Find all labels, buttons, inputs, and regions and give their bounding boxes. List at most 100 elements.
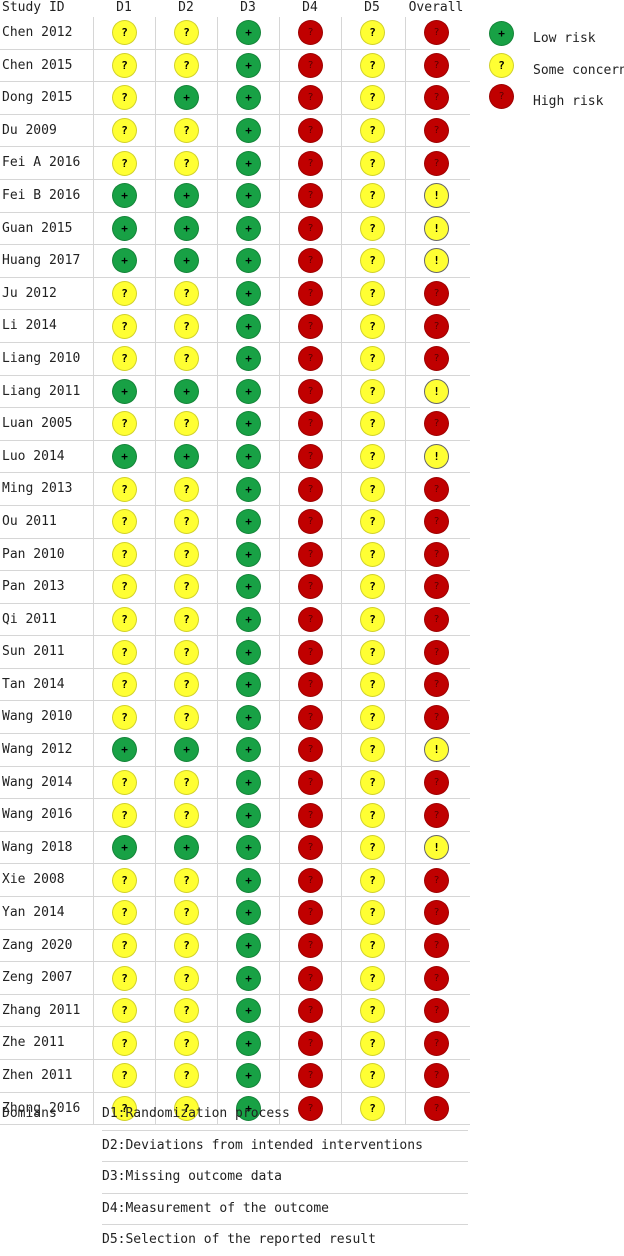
judgement-cell: + bbox=[217, 147, 279, 179]
judgement-cell: ? bbox=[155, 147, 217, 179]
study-row: Tan 2014?? +??? bbox=[0, 668, 470, 702]
judgement-cell: + bbox=[93, 734, 155, 766]
study-id: Pan 2013 bbox=[2, 579, 65, 595]
judgement-some-concerns-overall-icon: ! bbox=[424, 183, 449, 209]
judgement-some-icon: ? bbox=[112, 281, 137, 307]
judgement-cell: ? bbox=[341, 1060, 403, 1092]
study-row: Wang 2016?? +??? bbox=[0, 799, 470, 832]
judgement-some-icon: ? bbox=[360, 444, 385, 470]
judgement-cell: ? bbox=[405, 799, 467, 831]
judgement-cell: ? bbox=[405, 701, 467, 734]
judgement-high-icon: ? bbox=[298, 900, 323, 926]
judgement-cell: + bbox=[217, 1027, 279, 1059]
judgement-cell: ? bbox=[155, 1060, 217, 1092]
judgement-cell: ? bbox=[93, 864, 155, 897]
judgement-cell: ? bbox=[341, 245, 403, 277]
study-id: Xie 2008 bbox=[2, 872, 65, 888]
study-id: Yan 2014 bbox=[2, 905, 65, 921]
judgement-some-icon: ? bbox=[112, 150, 137, 176]
judgement-cell: ? bbox=[93, 636, 155, 668]
judgement-some-icon: ? bbox=[112, 867, 137, 893]
judgement-low-icon: + bbox=[236, 574, 261, 600]
judgement-cell: ? bbox=[405, 1027, 467, 1059]
judgement-cell: ? bbox=[155, 897, 217, 929]
judgement-low-icon: + bbox=[236, 900, 261, 926]
study-id: Wang 2018 bbox=[2, 839, 73, 855]
judgement-cell: ? bbox=[93, 408, 155, 440]
judgement-cell: ? bbox=[155, 342, 217, 375]
domain-header-d3: D3 bbox=[240, 0, 256, 15]
judgement-cell: + bbox=[93, 245, 155, 277]
judgement-some-icon: ? bbox=[174, 704, 199, 730]
judgement-some-icon: ? bbox=[360, 476, 385, 502]
legend-low-icon: + bbox=[489, 21, 514, 47]
judgement-high-icon: ? bbox=[424, 867, 449, 893]
judgement-some-icon: ? bbox=[174, 867, 199, 893]
judgement-cell: ? bbox=[341, 897, 403, 929]
judgement-high-icon: ? bbox=[424, 965, 449, 991]
judgement-low-icon: + bbox=[174, 183, 199, 209]
judgement-some-icon: ? bbox=[360, 932, 385, 958]
judgement-some-icon: ? bbox=[112, 1030, 137, 1056]
judgement-some-concerns-overall-icon: ! bbox=[424, 444, 449, 470]
judgement-high-icon: ? bbox=[424, 150, 449, 176]
judgement-some-icon: ? bbox=[360, 802, 385, 828]
study-row: Guan 2015 + + +??! bbox=[0, 212, 470, 246]
judgement-some-icon: ? bbox=[174, 1095, 199, 1121]
judgement-low-icon: + bbox=[236, 606, 261, 632]
judgement-high-icon: ? bbox=[298, 346, 323, 372]
judgement-cell: ? bbox=[93, 310, 155, 342]
judgement-cell: ? bbox=[279, 668, 341, 701]
study-id: Liang 2011 bbox=[2, 383, 81, 399]
judgement-low-icon: + bbox=[236, 802, 261, 828]
judgement-high-icon: ? bbox=[298, 704, 323, 730]
judgement-cell: ? bbox=[279, 82, 341, 114]
risk-of-bias-table: Chen 2012?? +??? Chen 2015?? +??? Dong 2015?… bbox=[0, 17, 470, 1126]
judgement-high-icon: ? bbox=[424, 704, 449, 730]
judgement-cell: ? bbox=[155, 114, 217, 147]
judgement-cell: ? bbox=[279, 831, 341, 864]
judgement-high-icon: ? bbox=[298, 248, 323, 274]
judgement-cell: + bbox=[93, 375, 155, 408]
judgement-low-icon: + bbox=[236, 509, 261, 535]
judgement-high-icon: ? bbox=[424, 346, 449, 372]
legend-item-low: + Low risk bbox=[476, 18, 624, 50]
legend-high-icon: ? bbox=[489, 84, 514, 110]
judgement-some-icon: ? bbox=[174, 965, 199, 991]
judgement-low-icon: + bbox=[236, 20, 261, 46]
judgement-cell: ? bbox=[405, 408, 467, 440]
judgement-high-icon: ? bbox=[424, 900, 449, 926]
judgement-cell: ? bbox=[93, 147, 155, 179]
judgement-cell: ? bbox=[93, 603, 155, 636]
judgement-some-concerns-overall-icon: ! bbox=[424, 835, 449, 861]
judgement-cell: + bbox=[217, 310, 279, 342]
judgement-high-icon: ? bbox=[298, 574, 323, 600]
judgement-cell: ? bbox=[279, 147, 341, 179]
legend-label: Some concerns bbox=[533, 62, 624, 78]
judgement-cell: + bbox=[217, 277, 279, 310]
judgement-cell: + bbox=[217, 245, 279, 277]
judgement-low-icon: + bbox=[236, 1063, 261, 1089]
judgement-cell: ? bbox=[405, 962, 467, 994]
judgement-cell: + bbox=[217, 734, 279, 766]
judgement-cell: ? bbox=[405, 864, 467, 897]
judgement-cell: ? bbox=[279, 1092, 341, 1125]
judgement-low-icon: + bbox=[112, 737, 137, 763]
domain-description-d1: D1:Randomization process bbox=[102, 1098, 468, 1131]
judgement-cell: ? bbox=[279, 962, 341, 994]
study-id: Tan 2014 bbox=[2, 676, 65, 692]
judgement-low-icon: + bbox=[236, 932, 261, 958]
judgement-cell: ? bbox=[93, 1092, 155, 1125]
judgement-some-icon: ? bbox=[174, 932, 199, 958]
judgement-cell: ! bbox=[405, 440, 467, 473]
judgement-cell: + bbox=[217, 864, 279, 897]
judgement-cell: + bbox=[155, 375, 217, 408]
judgement-some-icon: ? bbox=[174, 1030, 199, 1056]
judgement-cell: ? bbox=[341, 310, 403, 342]
judgement-low-icon: + bbox=[236, 476, 261, 502]
study-id: Wang 2010 bbox=[2, 709, 73, 725]
judgement-cell: ? bbox=[279, 49, 341, 82]
judgement-low-icon: + bbox=[236, 215, 261, 241]
judgement-some-icon: ? bbox=[112, 769, 137, 795]
judgement-some-icon: ? bbox=[360, 313, 385, 339]
